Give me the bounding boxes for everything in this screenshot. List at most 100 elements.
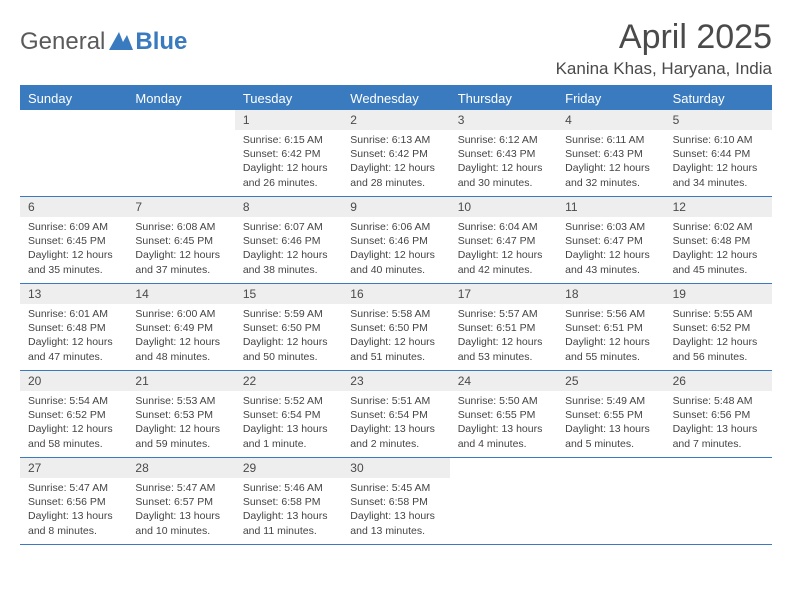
day-cell: 29Sunrise: 5:46 AMSunset: 6:58 PMDayligh… (235, 458, 342, 544)
week-row: 13Sunrise: 6:01 AMSunset: 6:48 PMDayligh… (20, 284, 772, 371)
daylight-line: Daylight: 12 hours and 48 minutes. (135, 335, 226, 363)
sunset-line: Sunset: 6:56 PM (28, 495, 119, 509)
day-number: 4 (557, 110, 664, 130)
day-number: 27 (20, 458, 127, 478)
week-row: 27Sunrise: 5:47 AMSunset: 6:56 PMDayligh… (20, 458, 772, 545)
day-details: Sunrise: 6:00 AMSunset: 6:49 PMDaylight:… (127, 304, 234, 370)
day-cell: 11Sunrise: 6:03 AMSunset: 6:47 PMDayligh… (557, 197, 664, 283)
empty-cell (665, 458, 772, 544)
sunrise-line: Sunrise: 5:50 AM (458, 394, 549, 408)
day-number: 25 (557, 371, 664, 391)
day-details: Sunrise: 6:07 AMSunset: 6:46 PMDaylight:… (235, 217, 342, 283)
logo: General Blue (20, 28, 187, 56)
daylight-line: Daylight: 12 hours and 56 minutes. (673, 335, 764, 363)
sunrise-line: Sunrise: 6:11 AM (565, 133, 656, 147)
daylight-line: Daylight: 12 hours and 47 minutes. (28, 335, 119, 363)
day-cell: 26Sunrise: 5:48 AMSunset: 6:56 PMDayligh… (665, 371, 772, 457)
day-details: Sunrise: 6:15 AMSunset: 6:42 PMDaylight:… (235, 130, 342, 196)
sunrise-line: Sunrise: 5:58 AM (350, 307, 441, 321)
sunset-line: Sunset: 6:46 PM (350, 234, 441, 248)
sunrise-line: Sunrise: 5:55 AM (673, 307, 764, 321)
day-cell: 19Sunrise: 5:55 AMSunset: 6:52 PMDayligh… (665, 284, 772, 370)
sunset-line: Sunset: 6:51 PM (458, 321, 549, 335)
daylight-line: Daylight: 13 hours and 2 minutes. (350, 422, 441, 450)
day-cell: 13Sunrise: 6:01 AMSunset: 6:48 PMDayligh… (20, 284, 127, 370)
month-title: April 2025 (556, 18, 772, 57)
day-cell: 15Sunrise: 5:59 AMSunset: 6:50 PMDayligh… (235, 284, 342, 370)
daylight-line: Daylight: 12 hours and 26 minutes. (243, 161, 334, 189)
sunset-line: Sunset: 6:50 PM (243, 321, 334, 335)
sunrise-line: Sunrise: 6:10 AM (673, 133, 764, 147)
daylight-line: Daylight: 12 hours and 28 minutes. (350, 161, 441, 189)
day-cell: 28Sunrise: 5:47 AMSunset: 6:57 PMDayligh… (127, 458, 234, 544)
sunset-line: Sunset: 6:55 PM (458, 408, 549, 422)
sunrise-line: Sunrise: 6:06 AM (350, 220, 441, 234)
day-cell: 30Sunrise: 5:45 AMSunset: 6:58 PMDayligh… (342, 458, 449, 544)
day-cell: 20Sunrise: 5:54 AMSunset: 6:52 PMDayligh… (20, 371, 127, 457)
day-cell: 16Sunrise: 5:58 AMSunset: 6:50 PMDayligh… (342, 284, 449, 370)
day-number: 6 (20, 197, 127, 217)
sunrise-line: Sunrise: 6:12 AM (458, 133, 549, 147)
day-details: Sunrise: 5:45 AMSunset: 6:58 PMDaylight:… (342, 478, 449, 544)
day-number: 5 (665, 110, 772, 130)
day-number: 14 (127, 284, 234, 304)
weekday-header: Sunday (20, 87, 127, 110)
daylight-line: Daylight: 12 hours and 45 minutes. (673, 248, 764, 276)
calendar: SundayMondayTuesdayWednesdayThursdayFrid… (20, 85, 772, 545)
sunrise-line: Sunrise: 5:45 AM (350, 481, 441, 495)
day-cell: 1Sunrise: 6:15 AMSunset: 6:42 PMDaylight… (235, 110, 342, 196)
day-cell: 12Sunrise: 6:02 AMSunset: 6:48 PMDayligh… (665, 197, 772, 283)
sunrise-line: Sunrise: 6:15 AM (243, 133, 334, 147)
day-number: 16 (342, 284, 449, 304)
day-details: Sunrise: 5:55 AMSunset: 6:52 PMDaylight:… (665, 304, 772, 370)
page-header: General Blue April 2025 Kanina Khas, Har… (20, 18, 772, 79)
day-details: Sunrise: 6:10 AMSunset: 6:44 PMDaylight:… (665, 130, 772, 196)
day-details: Sunrise: 5:48 AMSunset: 6:56 PMDaylight:… (665, 391, 772, 457)
day-number: 13 (20, 284, 127, 304)
day-details: Sunrise: 5:47 AMSunset: 6:57 PMDaylight:… (127, 478, 234, 544)
day-details: Sunrise: 6:06 AMSunset: 6:46 PMDaylight:… (342, 217, 449, 283)
daylight-line: Daylight: 13 hours and 10 minutes. (135, 509, 226, 537)
daylight-line: Daylight: 12 hours and 53 minutes. (458, 335, 549, 363)
sunset-line: Sunset: 6:48 PM (28, 321, 119, 335)
day-details: Sunrise: 6:04 AMSunset: 6:47 PMDaylight:… (450, 217, 557, 283)
day-cell: 27Sunrise: 5:47 AMSunset: 6:56 PMDayligh… (20, 458, 127, 544)
day-number: 12 (665, 197, 772, 217)
daylight-line: Daylight: 12 hours and 59 minutes. (135, 422, 226, 450)
sunrise-line: Sunrise: 5:48 AM (673, 394, 764, 408)
empty-cell (127, 110, 234, 196)
empty-cell (450, 458, 557, 544)
day-number: 9 (342, 197, 449, 217)
sunrise-line: Sunrise: 5:47 AM (28, 481, 119, 495)
sunset-line: Sunset: 6:54 PM (243, 408, 334, 422)
sunset-line: Sunset: 6:55 PM (565, 408, 656, 422)
day-details: Sunrise: 6:09 AMSunset: 6:45 PMDaylight:… (20, 217, 127, 283)
logo-text-general: General (20, 28, 105, 56)
weekday-header: Tuesday (235, 87, 342, 110)
weekday-header: Thursday (450, 87, 557, 110)
day-details: Sunrise: 5:54 AMSunset: 6:52 PMDaylight:… (20, 391, 127, 457)
daylight-line: Daylight: 12 hours and 43 minutes. (565, 248, 656, 276)
logo-icon (109, 30, 133, 55)
day-details: Sunrise: 5:59 AMSunset: 6:50 PMDaylight:… (235, 304, 342, 370)
day-cell: 9Sunrise: 6:06 AMSunset: 6:46 PMDaylight… (342, 197, 449, 283)
day-cell: 3Sunrise: 6:12 AMSunset: 6:43 PMDaylight… (450, 110, 557, 196)
week-row: 20Sunrise: 5:54 AMSunset: 6:52 PMDayligh… (20, 371, 772, 458)
day-number: 18 (557, 284, 664, 304)
day-cell: 6Sunrise: 6:09 AMSunset: 6:45 PMDaylight… (20, 197, 127, 283)
sunrise-line: Sunrise: 6:09 AM (28, 220, 119, 234)
sunrise-line: Sunrise: 5:46 AM (243, 481, 334, 495)
sunset-line: Sunset: 6:52 PM (28, 408, 119, 422)
day-cell: 17Sunrise: 5:57 AMSunset: 6:51 PMDayligh… (450, 284, 557, 370)
day-number: 7 (127, 197, 234, 217)
day-number: 20 (20, 371, 127, 391)
day-details: Sunrise: 6:13 AMSunset: 6:42 PMDaylight:… (342, 130, 449, 196)
daylight-line: Daylight: 12 hours and 51 minutes. (350, 335, 441, 363)
weeks-container: 1Sunrise: 6:15 AMSunset: 6:42 PMDaylight… (20, 110, 772, 545)
title-block: April 2025 Kanina Khas, Haryana, India (556, 18, 772, 79)
day-details: Sunrise: 5:47 AMSunset: 6:56 PMDaylight:… (20, 478, 127, 544)
sunset-line: Sunset: 6:52 PM (673, 321, 764, 335)
location: Kanina Khas, Haryana, India (556, 59, 772, 79)
day-details: Sunrise: 5:46 AMSunset: 6:58 PMDaylight:… (235, 478, 342, 544)
sunset-line: Sunset: 6:57 PM (135, 495, 226, 509)
